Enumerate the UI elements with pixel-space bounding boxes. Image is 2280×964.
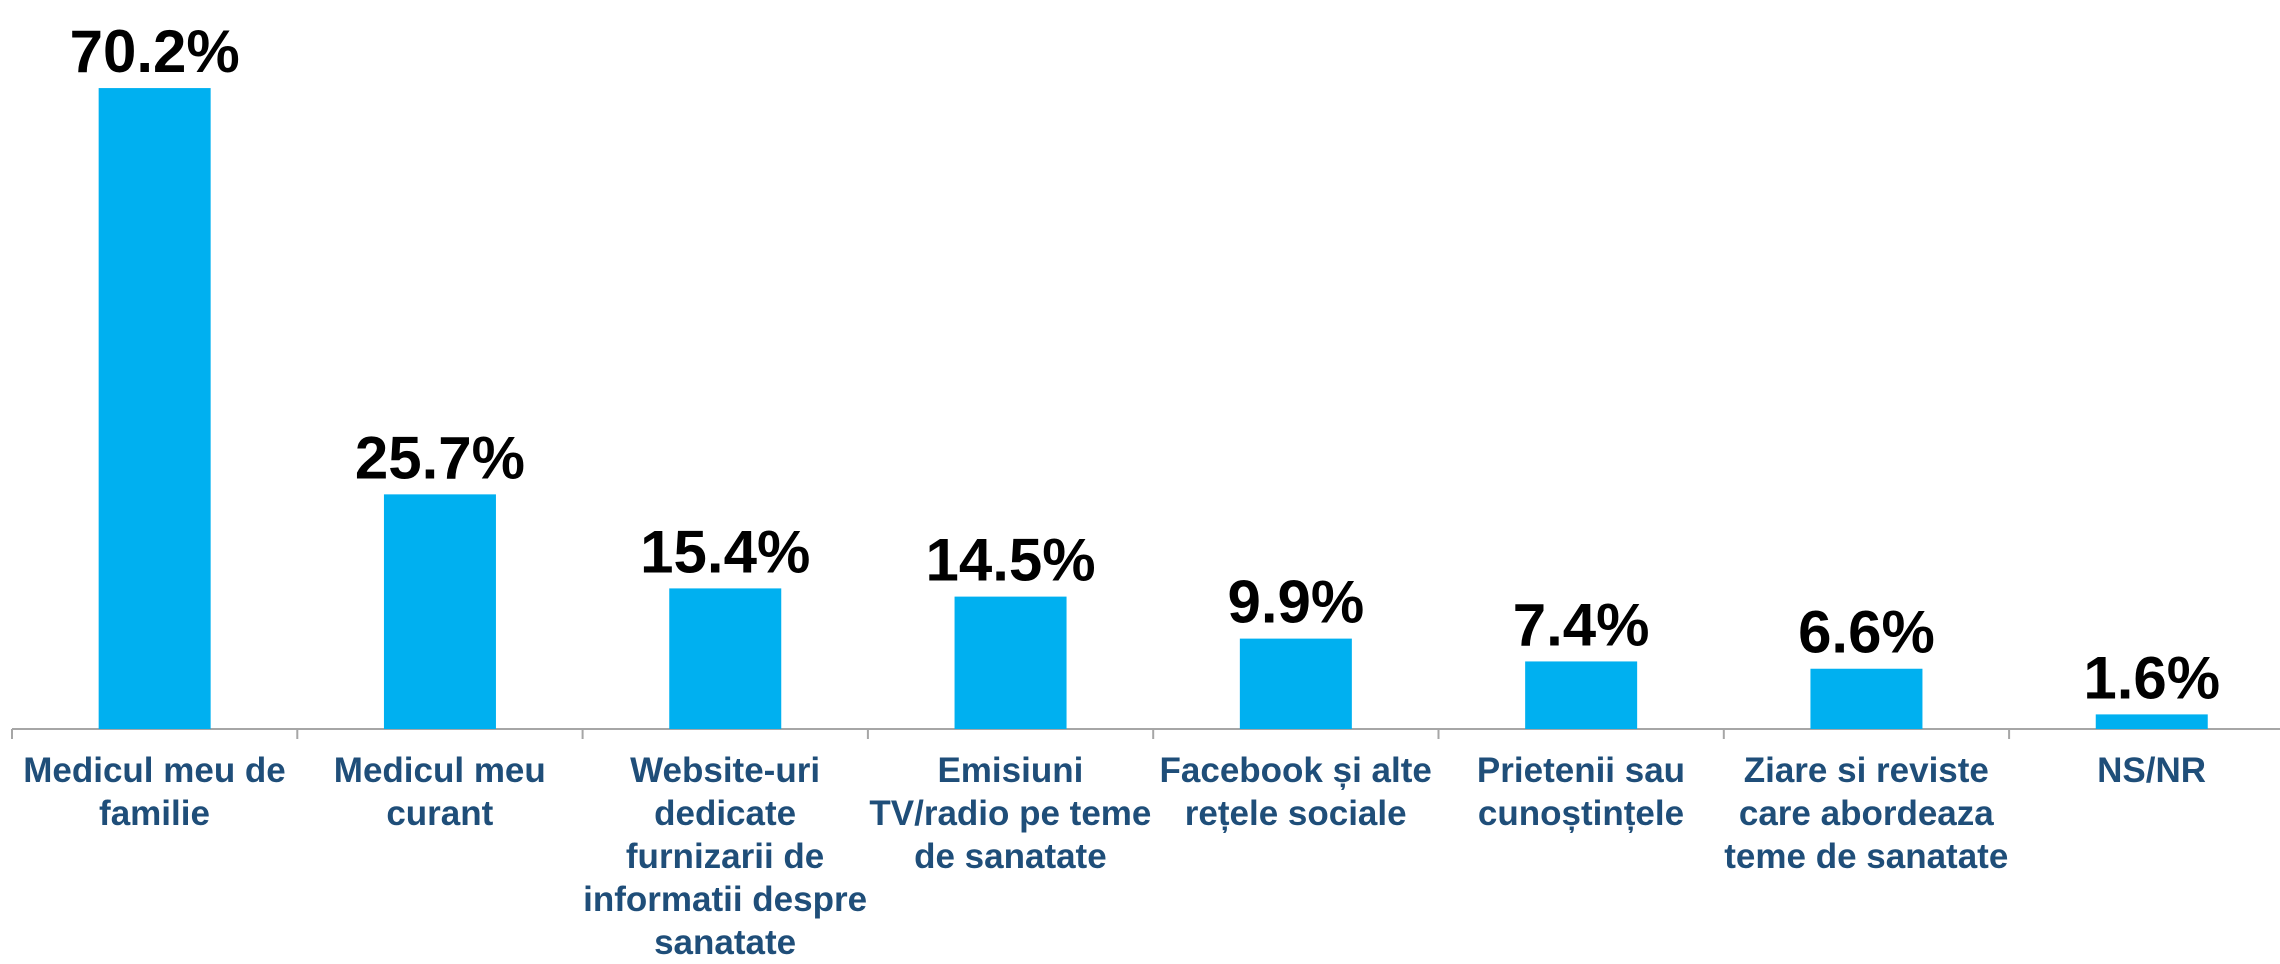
value-label: 6.6% <box>1798 599 1935 666</box>
category-label: Ziare si reviste care abordeaza teme de … <box>1724 751 2009 876</box>
bar <box>1239 638 1352 729</box>
bar <box>98 88 211 730</box>
bar <box>2095 714 2208 729</box>
category-label: NS/NR <box>2097 751 2207 790</box>
bar <box>1525 661 1638 729</box>
bar <box>954 596 1067 729</box>
category-label: Website-uri dedicate furnizarii de infor… <box>583 751 868 962</box>
value-label: 70.2% <box>70 18 240 85</box>
value-label: 14.5% <box>925 527 1095 594</box>
value-label: 25.7% <box>355 424 525 491</box>
category-label: Medicul meu curant <box>333 751 546 833</box>
value-label: 1.6% <box>2083 644 2220 711</box>
category-label: Prietenii sau cunoștințele <box>1476 751 1686 833</box>
bar <box>383 494 496 729</box>
value-label: 7.4% <box>1513 591 1650 658</box>
category-label: Facebook și alte rețele sociale <box>1159 751 1432 833</box>
bar <box>669 588 782 729</box>
bar <box>1810 668 1923 729</box>
category-label: Medicul meu de familie <box>23 751 286 833</box>
value-label: 9.9% <box>1227 569 1364 636</box>
category-label: Emisiuni TV/radio pe teme de sanatate <box>869 751 1152 876</box>
value-label: 15.4% <box>640 518 810 585</box>
